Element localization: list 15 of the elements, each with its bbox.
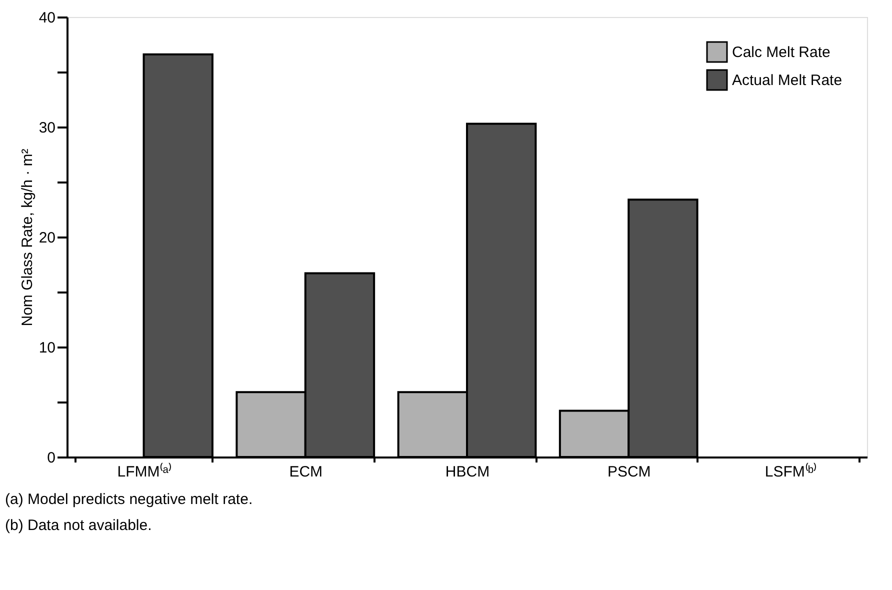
x-tick-label: LSFM⁽ᵇ⁾ <box>764 462 817 480</box>
legend-label: Calc Melt Rate <box>732 44 830 61</box>
x-tick-label: HBCM <box>445 464 490 480</box>
y-tick-label: 20 <box>38 230 56 246</box>
x-tick-label: PSCM <box>607 464 651 480</box>
y-tick-label: 40 <box>38 10 56 26</box>
y-axis-title: Nom Glass Rate, kg/h · m² <box>18 148 36 326</box>
text: (b) Data not available. <box>5 517 152 534</box>
text: (a) Model predicts negative melt rate. <box>5 491 253 508</box>
x-tick-label: ECM <box>289 464 323 480</box>
y-tick-label: 30 <box>38 120 56 136</box>
y-tick-label: 10 <box>38 340 56 356</box>
x-tick-label: LFMM⁽ᵃ⁾ <box>117 462 172 480</box>
legend-label: Actual Melt Rate <box>732 72 842 89</box>
y-tick-label: 0 <box>47 450 56 466</box>
